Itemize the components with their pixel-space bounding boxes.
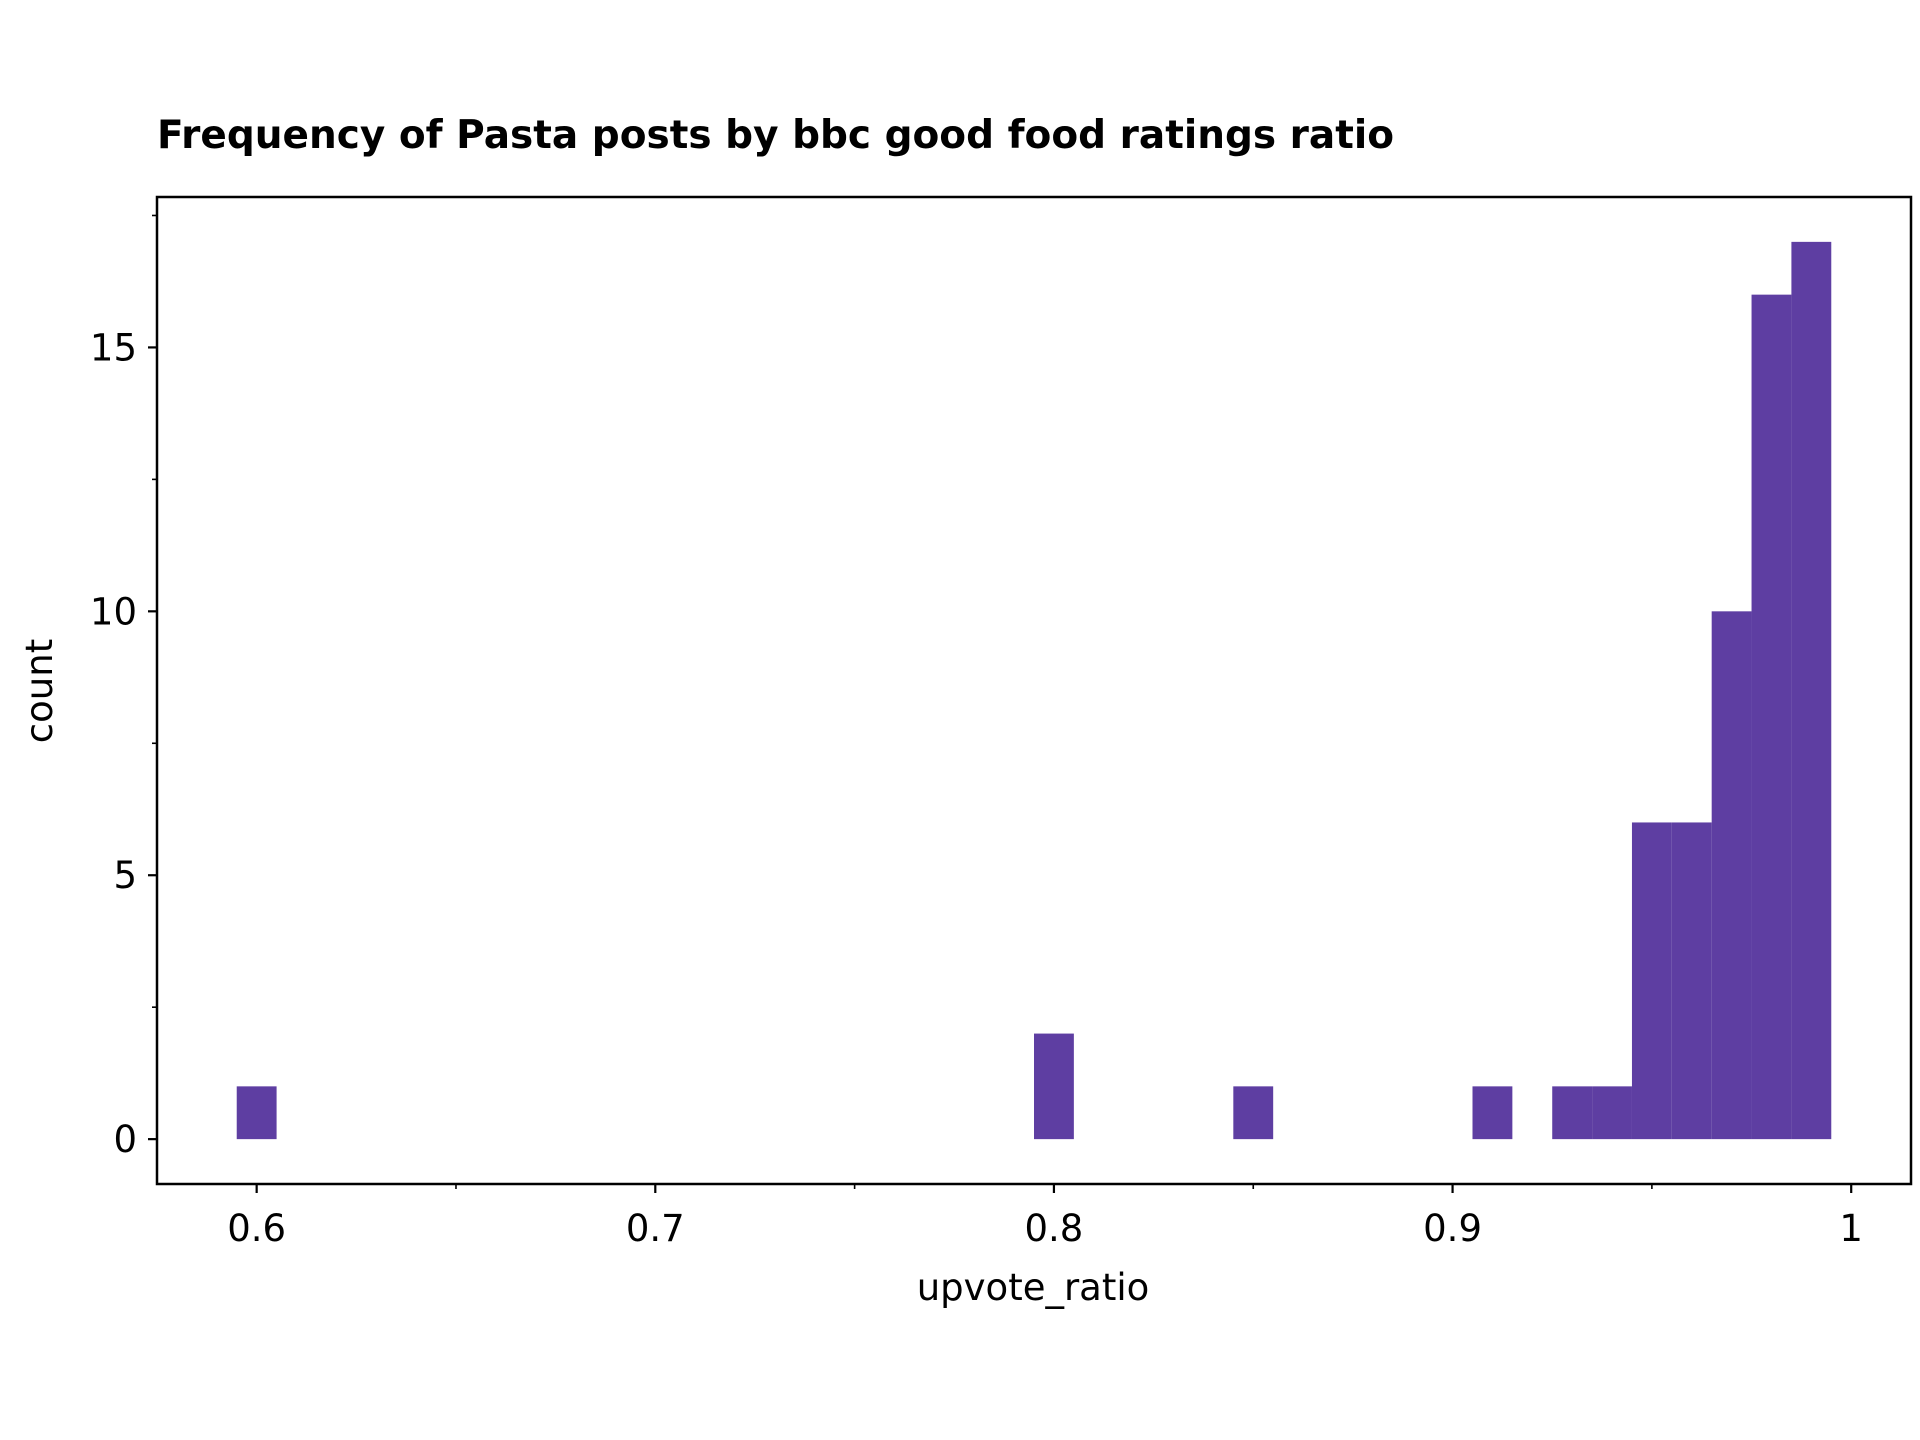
y-tick-label: 10 (90, 590, 137, 633)
histogram-bar (1791, 241, 1832, 1140)
histogram-bar (1631, 822, 1672, 1140)
x-tick-label: 0.9 (1423, 1207, 1482, 1250)
x-tick-label: 0.6 (227, 1207, 286, 1250)
histogram-bar (1671, 822, 1712, 1140)
histogram-bar (1233, 1086, 1274, 1140)
x-axis-ticks: 0.6 0.7 0.8 0.9 1 (227, 1184, 1863, 1250)
y-tick-label: 15 (90, 326, 137, 369)
bars-group (236, 241, 1832, 1140)
chart-title: Frequency of Pasta posts by bbc good foo… (157, 113, 1394, 158)
x-axis-label: upvote_ratio (917, 1266, 1150, 1309)
x-tick-label: 1 (1839, 1207, 1863, 1250)
histogram-bar (1034, 1033, 1074, 1140)
histogram-bar (1552, 1086, 1593, 1140)
x-tick-label: 0.7 (626, 1207, 685, 1250)
plot-frame (155, 195, 1913, 1186)
y-tick-label: 5 (113, 854, 137, 897)
histogram-bar (236, 1086, 277, 1140)
histogram-bar (1711, 611, 1752, 1140)
histogram-bar (1751, 294, 1792, 1140)
y-axis-ticks: 0 5 10 15 (90, 214, 157, 1161)
histogram-bar (1592, 1086, 1632, 1140)
x-tick-label: 0.8 (1025, 1207, 1084, 1250)
y-tick-label: 0 (113, 1118, 137, 1161)
y-axis-label: count (18, 639, 61, 743)
histogram-bar (1472, 1086, 1513, 1140)
